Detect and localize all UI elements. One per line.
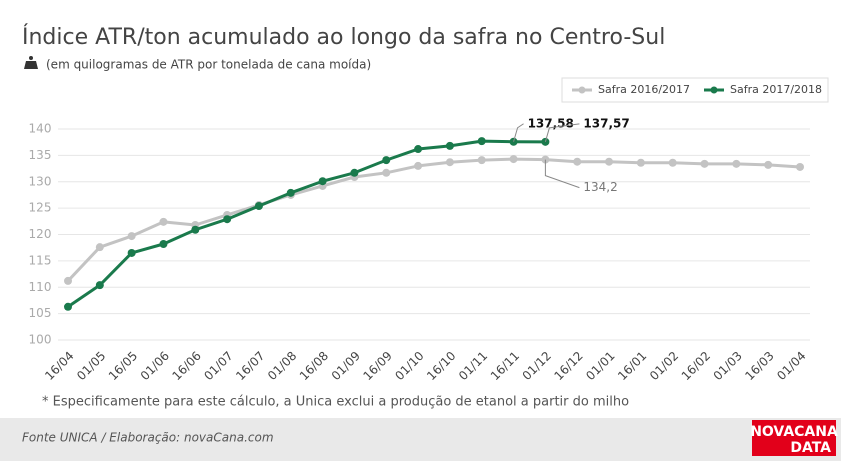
label-leader <box>544 159 580 189</box>
data-point <box>573 157 582 166</box>
weight-icon <box>24 56 38 69</box>
data-point <box>732 159 741 168</box>
data-label: 134,2 <box>583 180 617 194</box>
data-point <box>796 162 804 171</box>
data-point <box>636 158 645 167</box>
data-point <box>509 155 518 164</box>
data-point <box>668 158 677 167</box>
data-label: 137,58 <box>528 116 574 130</box>
y-tick-label: 135 <box>29 148 52 162</box>
data-point <box>95 243 104 252</box>
data-point <box>159 217 168 226</box>
data-point <box>414 161 423 170</box>
data-point <box>477 137 486 146</box>
brand-logo <box>752 420 836 456</box>
data-point <box>95 281 104 290</box>
data-label: 137,57 <box>583 116 629 130</box>
legend-marker <box>578 86 586 94</box>
y-tick-label: 115 <box>29 253 52 267</box>
label-leader <box>513 123 524 142</box>
data-point <box>445 158 454 167</box>
data-point <box>127 232 136 241</box>
y-tick-label: 120 <box>29 227 52 241</box>
data-point <box>700 159 709 168</box>
footer <box>0 418 841 461</box>
data-point <box>286 188 295 197</box>
series-line <box>67 139 546 309</box>
data-point <box>223 215 232 224</box>
data-point <box>764 160 773 169</box>
data-point <box>318 177 327 186</box>
y-tick-label: 125 <box>29 201 52 215</box>
data-point <box>64 276 72 285</box>
label-leader <box>544 123 580 142</box>
data-point <box>127 248 136 257</box>
data-point <box>350 168 359 177</box>
footnote: * Especificamente para este cálculo, a U… <box>42 395 629 410</box>
legend-label: Safra 2017/2018 <box>730 83 822 96</box>
brand-name: NOVACANA <box>750 424 838 440</box>
data-point <box>254 202 263 211</box>
brand-sub: DATA <box>790 440 831 456</box>
data-point <box>445 141 454 150</box>
data-point <box>605 157 614 166</box>
legend <box>561 77 829 103</box>
legend-label: Safra 2016/2017 <box>598 83 690 96</box>
y-tick-label: 130 <box>29 174 52 188</box>
data-point <box>477 156 486 165</box>
data-point <box>191 225 200 234</box>
data-point <box>64 302 72 311</box>
chart-title: Índice ATR/ton acumulado ao longo da saf… <box>22 24 665 50</box>
source: Fonte UNICA / Elaboração: novaCana.com <box>22 431 274 445</box>
series-line <box>66 157 801 282</box>
chart-subtitle: (em quilogramas de ATR por tonelada de c… <box>46 58 371 72</box>
y-tick-label: 110 <box>29 280 52 294</box>
data-point <box>159 239 168 248</box>
data-point <box>382 156 391 165</box>
y-tick-label: 140 <box>29 122 52 136</box>
data-point <box>382 168 391 177</box>
legend-marker <box>710 86 718 94</box>
y-tick-label: 100 <box>29 333 52 347</box>
y-tick-label: 105 <box>29 306 52 320</box>
data-point <box>414 145 423 154</box>
